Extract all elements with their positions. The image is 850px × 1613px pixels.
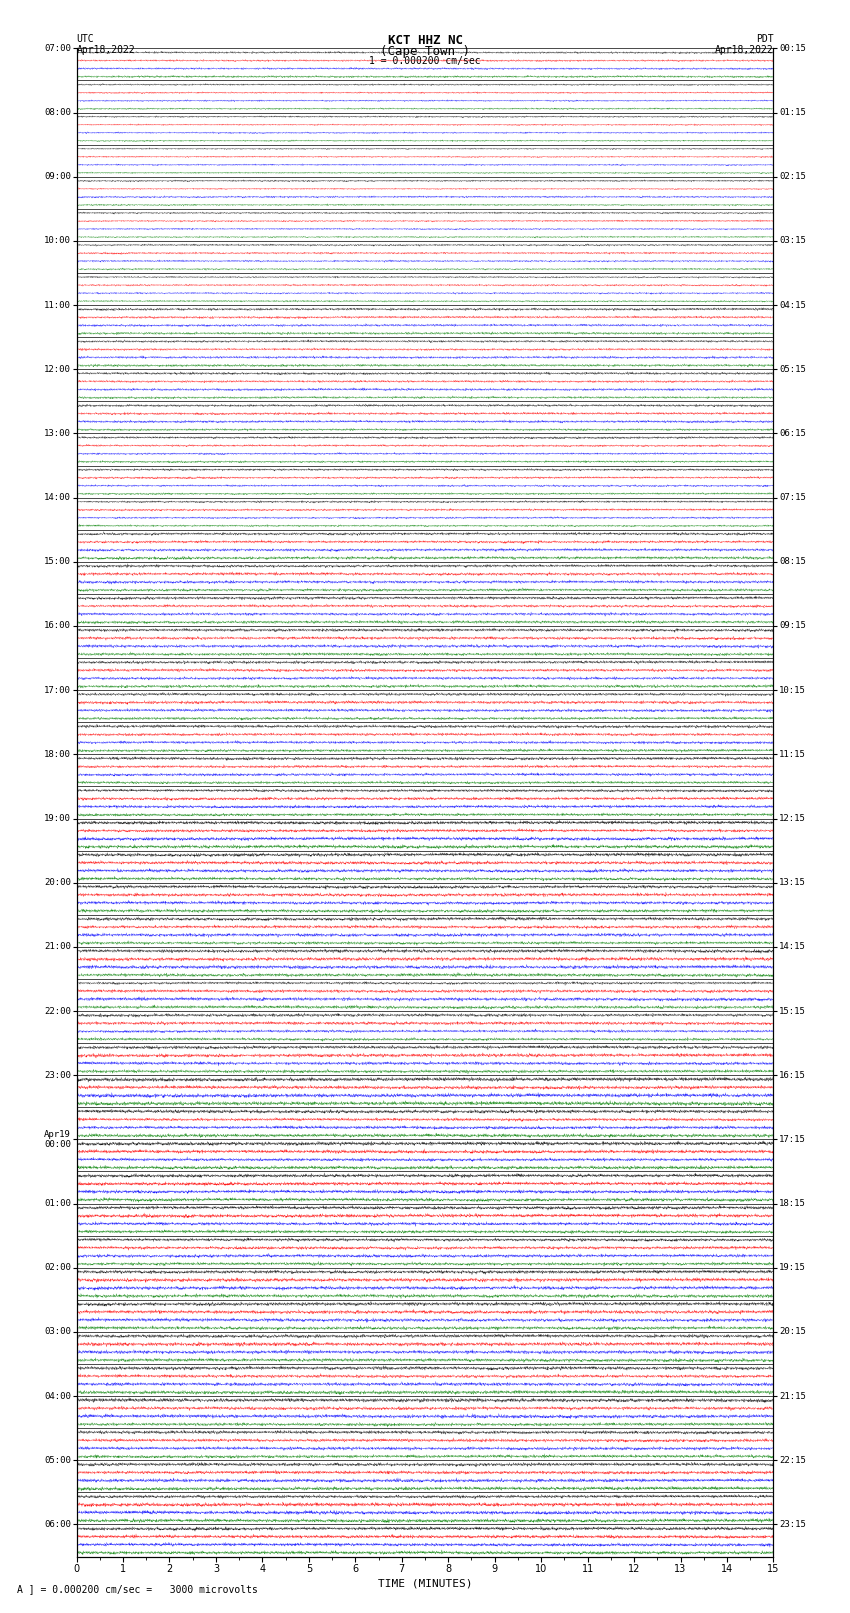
Text: A ] = 0.000200 cm/sec =   3000 microvolts: A ] = 0.000200 cm/sec = 3000 microvolts bbox=[17, 1584, 258, 1594]
Text: Apr18,2022: Apr18,2022 bbox=[76, 45, 135, 55]
Text: PDT: PDT bbox=[756, 34, 774, 44]
Text: UTC: UTC bbox=[76, 34, 94, 44]
X-axis label: TIME (MINUTES): TIME (MINUTES) bbox=[377, 1579, 473, 1589]
Text: KCT HHZ NC: KCT HHZ NC bbox=[388, 34, 462, 47]
Text: (Cape Town ): (Cape Town ) bbox=[380, 45, 470, 58]
Text: 1 = 0.000200 cm/sec: 1 = 0.000200 cm/sec bbox=[369, 56, 481, 66]
Text: Apr18,2022: Apr18,2022 bbox=[715, 45, 774, 55]
